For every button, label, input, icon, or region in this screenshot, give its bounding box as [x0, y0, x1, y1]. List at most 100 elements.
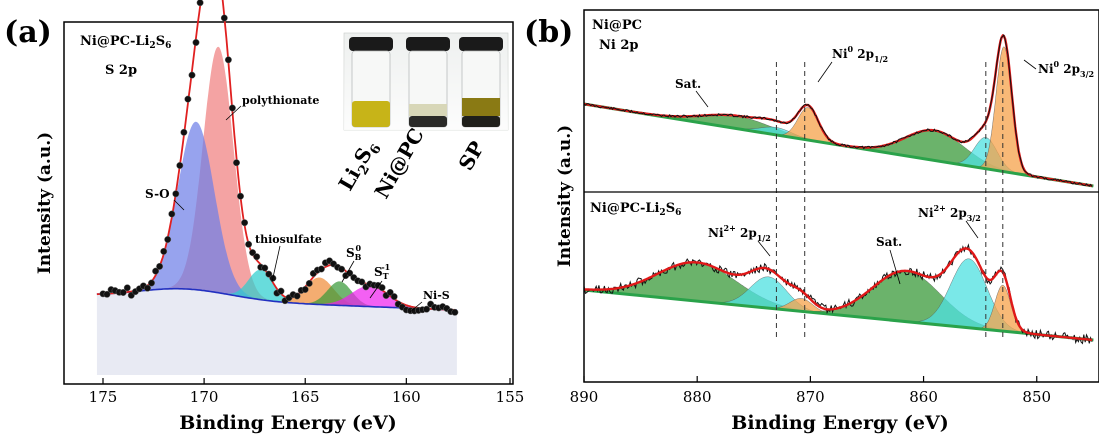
panel-a-data-point	[168, 210, 176, 218]
panel-a-peak-component	[96, 285, 457, 310]
panel-b-frame	[583, 9, 1099, 383]
vial-label-sp: SP	[454, 137, 490, 175]
st-1-pointer	[369, 280, 383, 299]
panel-a-data-point	[188, 71, 196, 79]
panel-a-data-point	[305, 279, 313, 287]
panel-a-data-point	[196, 0, 204, 7]
panel-a-data-point	[184, 95, 192, 103]
panel-a-data-point	[144, 284, 151, 292]
panel-a-data-points	[99, 0, 459, 316]
panel-b-tick-label: 850	[1022, 388, 1051, 406]
panel-b-raw-data	[583, 34, 1093, 187]
panel-a-background-fill	[96, 288, 457, 375]
panel-a-data-point	[192, 39, 200, 46]
panel-a-data-point	[358, 278, 366, 286]
peak-label-ni0-2p12: Ni0 2p1/2	[832, 44, 888, 64]
panel-a-data-point	[160, 247, 168, 255]
ni-s-pointer	[409, 301, 423, 313]
sb0-pointer	[341, 260, 355, 283]
panel-b-bottom-sample: Ni@PC-Li2S6	[590, 201, 681, 218]
panel-a-data-point	[423, 305, 431, 313]
panel-a-data-point	[220, 14, 228, 22]
panel-b-background-line	[583, 288, 1094, 342]
panel-b-tick-label: 890	[570, 388, 599, 406]
panel-a-data-point	[265, 270, 273, 278]
panel-b-top-sample: Ni@PC	[592, 18, 642, 33]
panel-a-data-point	[261, 264, 269, 272]
panel-a-data-point	[156, 262, 164, 270]
panel-a-data-point	[338, 265, 346, 273]
panel-a-data-point	[386, 288, 394, 296]
thiosulfate-pointer	[271, 245, 281, 283]
panel-a-frame	[63, 21, 514, 385]
panel-b-tick-label: 870	[796, 388, 825, 406]
panel-a-peak-component	[96, 121, 457, 310]
panel-a-data-point	[164, 236, 172, 243]
sat-top-pointer	[695, 90, 709, 108]
panel-b: (b) 890 880 870 860 850 Ni@PC Ni 2p Ni@PC-Li…	[524, 9, 1099, 434]
panel-a-tick-label: 155	[496, 388, 525, 406]
panel-b-xlabel: Binding Energy (eV)	[731, 412, 948, 434]
panel-a-core-level: S 2p	[105, 63, 137, 78]
panel-a-data-point	[390, 293, 398, 301]
panel-a: (a) 175 170 165 160 155 Ni@PC-Li2S6 S 2p	[4, 0, 524, 434]
panel-b-bottom-peaks	[583, 258, 1094, 342]
peak-label-ni2-2p32: Ni2+ 2p3/2	[918, 203, 981, 223]
ni2-2p12-pointer	[757, 240, 771, 257]
panel-a-data-point	[180, 128, 188, 136]
peak-label-st-1: ST-1	[374, 262, 390, 281]
ni0-2p32-pointer	[1023, 59, 1037, 70]
panel-a-data-point	[378, 284, 386, 292]
panel-a-data-point	[277, 287, 285, 295]
panel-a-tick-label: 170	[190, 388, 219, 406]
panel-a-data-point	[451, 308, 459, 316]
peak-label-sat-bottom: Sat.	[876, 235, 902, 249]
panel-a-data-point	[119, 289, 127, 296]
panel-a-data-point	[253, 253, 261, 261]
panel-a-x-ticks: 175 170 165 160 155	[89, 378, 525, 406]
inset-vials-photo	[343, 32, 509, 131]
panel-a-data-point	[245, 240, 253, 248]
peak-label-ni-s: Ni-S	[423, 289, 450, 302]
panel-b-fit-envelope	[583, 247, 1093, 342]
panel-a-ylabel: Intensity (a.u.)	[35, 132, 55, 274]
panel-a-data-point	[152, 267, 160, 275]
panel-b-top-core-level: Ni 2p	[599, 38, 638, 53]
panel-a-data-point	[172, 190, 180, 198]
panel-a-data-point	[224, 56, 232, 64]
panel-a-label: (a)	[4, 15, 52, 50]
vial-label-ni-pc: Ni@PC	[370, 124, 429, 203]
peak-label-sat-top: Sat.	[675, 77, 701, 91]
panel-a-data-point	[103, 290, 111, 298]
panel-a-data-point	[293, 292, 301, 300]
panel-b-bottom-envelope	[583, 247, 1093, 342]
peak-label-polythionate: polythionate	[242, 94, 319, 107]
panel-b-tick-label: 880	[683, 388, 712, 406]
ni0-2p12-pointer	[817, 61, 833, 83]
panel-b-ylabel: Intensity (a.u.)	[555, 125, 575, 267]
panel-a-data-point	[228, 104, 236, 112]
peak-label-thiosulfate: thiosulfate	[255, 233, 322, 246]
panel-a-xlabel: Binding Energy (eV)	[179, 412, 396, 434]
panel-a-tick-label: 160	[392, 388, 421, 406]
panel-a-data-point	[301, 286, 309, 293]
panel-a-data-point	[123, 284, 131, 292]
panel-a-data-point	[249, 249, 257, 257]
panel-a-background-line	[96, 287, 457, 311]
panel-a-data-point	[317, 265, 325, 273]
s-o-pointer	[173, 199, 185, 211]
panel-a-data-point	[237, 192, 244, 200]
sat-bottom-pointer	[889, 249, 901, 285]
panel-a-tick-label: 165	[291, 388, 320, 406]
panel-a-data-point	[176, 162, 184, 169]
peak-label-sb0: SB0	[346, 243, 362, 262]
panel-b-reference-lines	[775, 62, 1004, 340]
peak-label-s-o: S-O	[145, 187, 170, 201]
polythionate-pointer	[225, 105, 242, 121]
peak-label-ni0-2p32: Ni0 2p3/2	[1038, 59, 1094, 79]
panel-a-data-point	[233, 159, 240, 167]
ni2-2p32-pointer	[965, 220, 979, 239]
panel-b-tick-label: 860	[909, 388, 938, 406]
panel-b-x-ticks: 890 880 870 860 850	[570, 376, 1051, 406]
